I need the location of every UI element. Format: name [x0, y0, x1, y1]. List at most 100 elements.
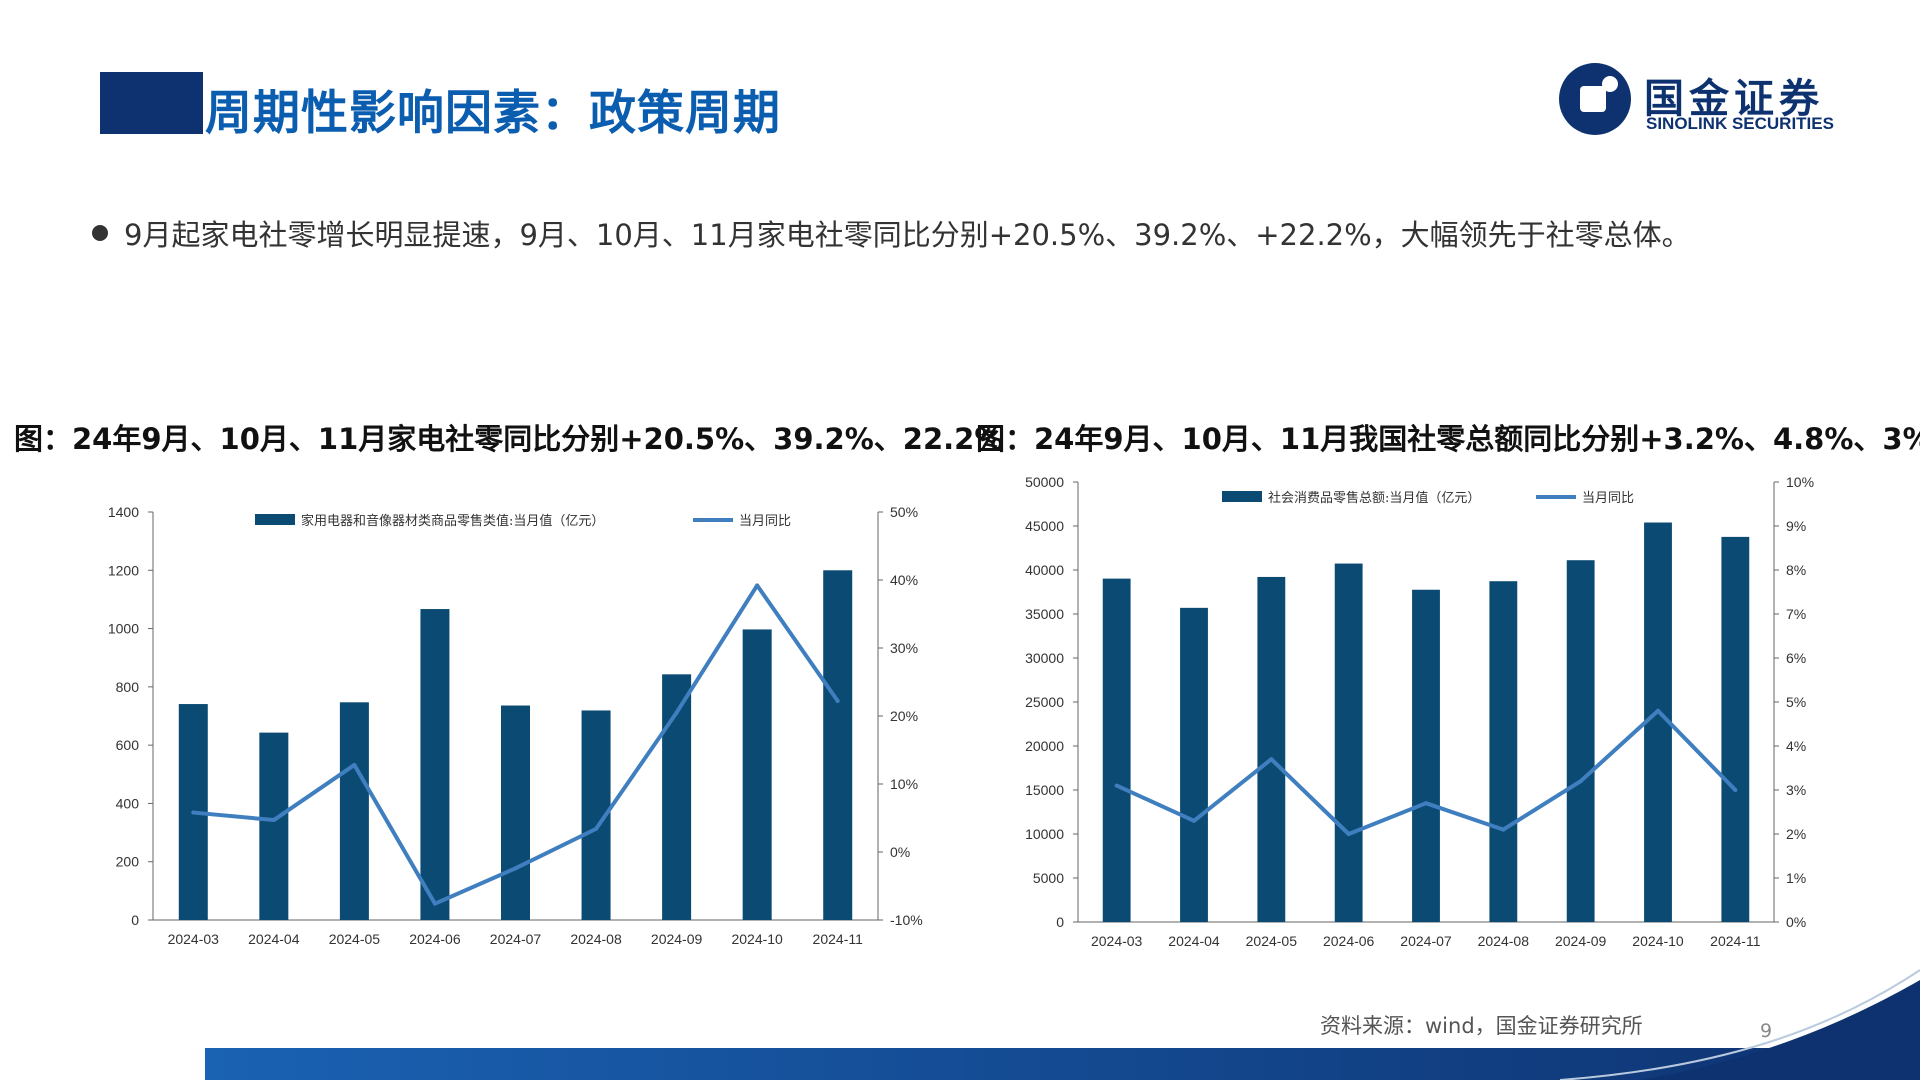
y2-tick-label: 6% [1786, 650, 1806, 666]
y2-tick-label: 10% [890, 776, 918, 792]
y2-tick-label: 8% [1786, 562, 1806, 578]
x-tick-label: 2024-04 [248, 931, 300, 947]
x-tick-label: 2024-10 [1632, 933, 1684, 949]
left-chart-caption: 图：24年9月、10月、11月家电社零同比分别+20.5%、39.2%、22.2… [14, 422, 1004, 456]
bar [1566, 560, 1595, 922]
yoy-point [594, 826, 599, 831]
legend-bar-swatch [1222, 491, 1262, 502]
total-retail-chart: 0 5000 10000 15000 20000 25000 30000 35000 40000… [1025, 474, 1814, 949]
y-tick-label: 10000 [1025, 826, 1064, 842]
y2-tick-label: 4% [1786, 738, 1806, 754]
yoy-point [1269, 757, 1274, 762]
y2-tick-label: 3% [1786, 782, 1806, 798]
bar [1334, 563, 1363, 922]
page-number: 9 [1760, 1020, 1773, 1042]
yoy-point [1114, 783, 1119, 788]
bar [501, 705, 530, 920]
y-tick-label: 40000 [1025, 562, 1064, 578]
yoy-point [1501, 827, 1506, 832]
y-tick-label: 30000 [1025, 650, 1064, 666]
yoy-point [1733, 788, 1738, 792]
legend-bar-label: 社会消费品零售总额:当月值（亿元） [1268, 490, 1480, 506]
legend-bar-swatch [255, 514, 295, 525]
yoy-point [191, 810, 196, 815]
yoy-point [432, 901, 437, 906]
right-chart-caption: 图：24年9月、10月、11月我国社零总额同比分别+3.2%、4.8%、3% [976, 422, 1920, 456]
yoy-point [352, 762, 357, 767]
yoy-point [755, 583, 760, 588]
yoy-point [1192, 818, 1196, 823]
bar [1257, 576, 1286, 922]
y-tick-label: 25000 [1025, 694, 1064, 710]
y-tick-label: 0 [1056, 914, 1064, 930]
logo-english-name: SINOLINK SECURITIES [1646, 114, 1834, 133]
yoy-point [271, 818, 276, 823]
y2-tick-label: 20% [890, 708, 918, 724]
legend-line-label: 当月同比 [1582, 491, 1634, 506]
y2-tick-label: 50% [890, 504, 918, 520]
legend-line-label: 当月同比 [739, 514, 791, 529]
bar [259, 732, 289, 920]
company-logo: 国金证券 SINOLINK SECURITIES [1558, 62, 1878, 142]
x-tick-label: 2024-11 [1710, 933, 1761, 949]
bar [1180, 607, 1208, 922]
y2-tick-label: 0% [890, 844, 910, 860]
y-tick-label: 1200 [108, 562, 139, 578]
bar [1102, 578, 1131, 922]
x-tick-label: 2024-07 [1400, 933, 1452, 949]
bullet-dot-icon [92, 225, 108, 241]
x-tick-label: 2024-05 [1246, 933, 1298, 949]
yoy-point [674, 710, 679, 715]
x-tick-label: 2024-03 [168, 931, 220, 947]
yoy-point [1346, 832, 1351, 836]
x-tick-label: 2024-08 [1478, 933, 1530, 949]
x-tick-label: 2024-06 [1323, 933, 1375, 949]
bullet-text: 9月起家电社零增长明显提速，9月、10月、11月家电社零同比分别+20.5%、3… [124, 218, 1691, 252]
logo-mark-icon [1559, 63, 1631, 135]
x-tick-label: 2024-06 [409, 931, 461, 947]
x-tick-label: 2024-08 [570, 931, 622, 947]
bar [339, 702, 369, 920]
bar [823, 570, 853, 920]
y-tick-label: 600 [116, 737, 140, 753]
y-tick-label: 35000 [1025, 606, 1064, 622]
x-tick-label: 2024-11 [813, 931, 864, 947]
y2-tick-label: 10% [1786, 474, 1814, 490]
y2-tick-label: 9% [1786, 518, 1806, 534]
y2-tick-label: -10% [890, 912, 923, 928]
appliance-retail-chart: 0 200 400 600 800 1000 1200 1400 -10% 0% 10% 20% 30%… [108, 504, 923, 947]
y-tick-label: 5000 [1033, 870, 1064, 886]
bullet-point: 9月起家电社零增长明显提速，9月、10月、11月家电社零同比分别+20.5%、3… [92, 212, 1691, 254]
y-tick-label: 1400 [108, 504, 139, 520]
page-title: 周期性影响因素：政策周期 [205, 86, 781, 141]
yoy-point [1578, 779, 1583, 784]
logo-chinese-name: 国金证券 [1644, 76, 1824, 122]
y-tick-label: 1000 [108, 621, 139, 637]
y2-tick-label: 1% [1786, 870, 1806, 886]
bar [420, 609, 450, 920]
x-tick-label: 2024-07 [490, 931, 542, 947]
y-tick-label: 0 [131, 912, 139, 928]
yoy-point [835, 699, 840, 704]
title-accent-block [100, 72, 203, 134]
y-tick-label: 50000 [1025, 474, 1064, 490]
footer-band [205, 969, 1920, 1080]
bar [1489, 581, 1518, 922]
y-tick-label: 45000 [1025, 518, 1064, 534]
y2-tick-label: 30% [890, 640, 918, 656]
bar [1412, 589, 1440, 922]
y2-tick-label: 5% [1786, 694, 1806, 710]
y-tick-label: 200 [116, 854, 140, 870]
source-note: 资料来源：wind，国金证券研究所 [1320, 1014, 1643, 1038]
y-tick-label: 400 [116, 795, 140, 811]
y-tick-label: 20000 [1025, 738, 1064, 754]
x-tick-label: 2024-05 [329, 931, 381, 947]
yoy-point [513, 866, 518, 871]
y-tick-label: 15000 [1025, 782, 1064, 798]
bar [742, 629, 772, 920]
x-tick-label: 2024-10 [731, 931, 783, 947]
x-tick-label: 2024-03 [1091, 933, 1143, 949]
y-tick-label: 800 [116, 679, 140, 695]
x-tick-label: 2024-04 [1168, 933, 1220, 949]
legend-bar-label: 家用电器和音像器材类商品零售类值:当月值（亿元） [301, 513, 604, 529]
